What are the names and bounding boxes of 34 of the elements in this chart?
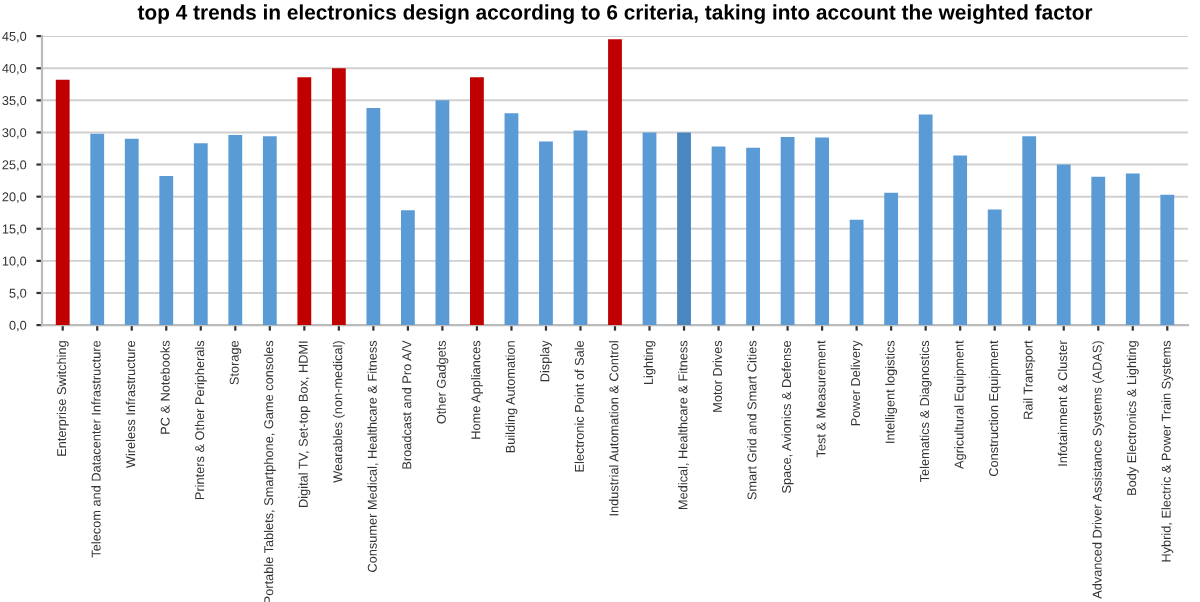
- bar: [677, 132, 691, 326]
- bar: [159, 176, 174, 326]
- bar: [435, 100, 450, 326]
- bar: [1160, 194, 1175, 326]
- bar: [1125, 173, 1140, 326]
- bar: [124, 138, 139, 326]
- bar: [262, 136, 277, 326]
- bar: [331, 68, 346, 326]
- bar: [470, 77, 484, 326]
- bar: [1056, 164, 1071, 326]
- bar: [366, 108, 381, 326]
- bar: [400, 210, 415, 326]
- bar: [228, 135, 243, 326]
- bar: [780, 136, 795, 326]
- bar: [1091, 176, 1106, 326]
- bar: [55, 79, 70, 326]
- bar: [573, 130, 588, 326]
- bar: [746, 147, 760, 326]
- bar: [193, 143, 208, 326]
- bar: [987, 209, 1002, 326]
- chart-title: top 4 trends in electronics design according to 6 criteria, taking into account the weighted factor: [137, 4, 1093, 24]
- bar: [815, 137, 830, 326]
- bar: [90, 133, 105, 326]
- bar: [884, 192, 899, 326]
- bar: [918, 114, 933, 326]
- bar: [608, 39, 622, 326]
- bar: [504, 113, 519, 326]
- bar: [849, 219, 864, 326]
- bar: [539, 141, 553, 326]
- bar: [642, 132, 657, 326]
- bar: [1022, 136, 1037, 326]
- bar: [953, 155, 968, 326]
- bar: [711, 146, 726, 326]
- bar: [297, 77, 312, 326]
